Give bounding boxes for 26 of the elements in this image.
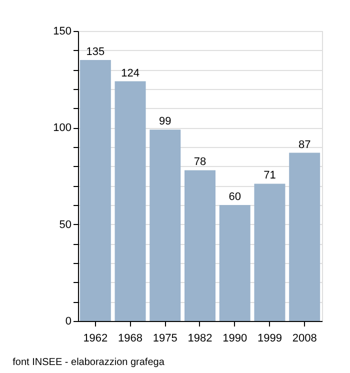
bar [184,170,216,321]
bar [289,152,320,321]
x-tick-label: 2008 [292,332,317,344]
x-tick-label: 1968 [118,332,143,344]
bar [114,81,146,321]
x-tick-label: 1982 [188,332,212,344]
y-tick-label: 50 [59,218,72,231]
bar [254,184,286,321]
data-label: 60 [228,191,241,203]
data-label: 99 [159,116,172,128]
data-label: 87 [298,138,311,151]
bar [150,130,181,321]
data-label: 135 [86,46,105,58]
y-tick-label: 100 [53,122,72,134]
x-tick-label: 1999 [257,332,282,344]
data-label: 78 [194,156,206,168]
data-label: 71 [264,170,276,182]
y-tick-label: 0 [65,316,72,328]
data-label: 124 [121,67,140,80]
x-tick-label: 1975 [152,332,178,344]
x-tick-label: 1990 [222,332,248,344]
text: font INSEE - elaborazzion grafega [12,357,165,368]
bar [219,205,250,321]
x-tick-label: 1962 [83,332,108,344]
bar [80,60,111,321]
y-tick-label: 150 [53,26,72,38]
